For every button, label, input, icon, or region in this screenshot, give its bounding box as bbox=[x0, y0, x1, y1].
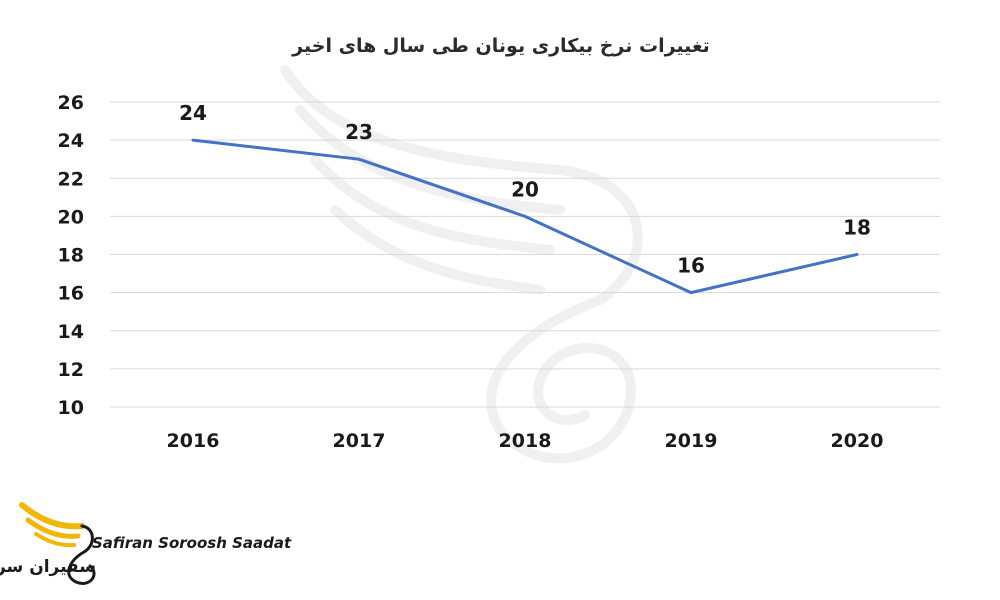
data-label: 20 bbox=[511, 177, 539, 201]
x-tick-label: 2020 bbox=[831, 430, 884, 452]
data-labels: 24 23 20 16 18 bbox=[179, 101, 871, 278]
data-label: 16 bbox=[677, 254, 705, 278]
data-point bbox=[357, 157, 361, 161]
data-label: 23 bbox=[345, 120, 373, 144]
y-tick-label: 26 bbox=[58, 92, 84, 114]
x-tick-label: 2017 bbox=[333, 430, 386, 452]
data-points bbox=[191, 138, 859, 295]
y-tick-label: 18 bbox=[58, 245, 84, 267]
data-point bbox=[689, 291, 693, 295]
x-tick-label: 2018 bbox=[499, 430, 552, 452]
data-point bbox=[191, 138, 195, 142]
wing-icon bbox=[19, 502, 96, 585]
y-tick-label: 24 bbox=[58, 130, 84, 152]
brand-logo: Safiran Soroosh Saadat سفیران سروش سعادت bbox=[0, 502, 292, 585]
gridlines bbox=[110, 101, 940, 408]
chart-title: تغییرات نرخ بیکاری یونان طی سال های اخیر bbox=[291, 35, 710, 57]
brand-name-fa: سفیران سروش سعادت bbox=[0, 557, 96, 577]
y-tick-label: 12 bbox=[58, 359, 84, 381]
y-tick-label: 14 bbox=[58, 321, 84, 343]
x-tick-label: 2019 bbox=[665, 430, 718, 452]
y-axis-ticks: 10 12 14 16 18 20 22 24 26 bbox=[58, 92, 84, 419]
data-point bbox=[523, 214, 527, 218]
x-axis-ticks: 2016 2017 2018 2019 2020 bbox=[167, 430, 884, 452]
y-tick-label: 16 bbox=[58, 283, 84, 305]
data-label: 24 bbox=[179, 101, 207, 125]
y-tick-label: 10 bbox=[58, 397, 84, 419]
data-label: 18 bbox=[843, 216, 871, 240]
brand-name-en: Safiran Soroosh Saadat bbox=[92, 534, 292, 552]
data-point bbox=[855, 253, 859, 256]
y-tick-label: 22 bbox=[58, 168, 84, 190]
watermark-logo bbox=[280, 65, 643, 464]
y-tick-label: 20 bbox=[58, 206, 84, 228]
x-tick-label: 2016 bbox=[167, 430, 220, 452]
